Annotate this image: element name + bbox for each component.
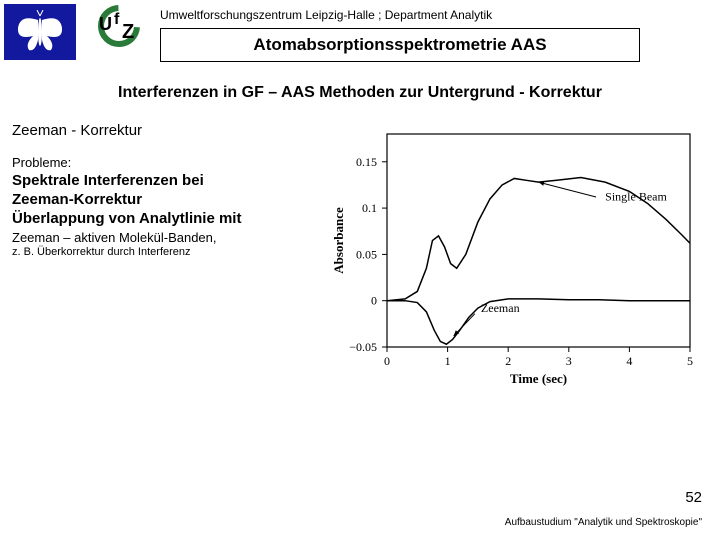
svg-text:5: 5: [687, 354, 693, 368]
svg-text:U: U: [99, 14, 112, 34]
svg-text:0.15: 0.15: [356, 155, 377, 169]
svg-text:4: 4: [626, 354, 632, 368]
svg-text:Absorbance: Absorbance: [331, 207, 346, 274]
page-subtitle: Interferenzen in GF – AAS Methoden zur U…: [0, 84, 720, 102]
header: U f Z Umweltforschungszentrum Leipzig-Ha…: [0, 0, 720, 62]
department-line: Umweltforschungszentrum Leipzig-Halle ; …: [160, 4, 716, 28]
svg-text:1: 1: [445, 354, 451, 368]
svg-text:Time (sec): Time (sec): [510, 371, 567, 386]
detail-line-1: Zeeman – aktiven Molekül-Banden,: [12, 230, 312, 245]
ufz-logo-icon: U f Z: [94, 4, 144, 52]
footer-text: Aufbaustudium "Analytik und Spektroskopi…: [505, 517, 702, 528]
detail-line-2: z. B. Überkorrektur durch Interferenz: [12, 246, 312, 258]
bold-line-3: Überlappung von Analytlinie mit: [12, 210, 312, 229]
text-column: Zeeman - Korrektur Probleme: Spektrale I…: [12, 122, 322, 392]
section-heading: Zeeman - Korrektur: [12, 122, 312, 139]
butterfly-icon: [15, 10, 65, 54]
svg-text:Single Beam: Single Beam: [605, 190, 667, 204]
svg-text:0: 0: [384, 354, 390, 368]
page-number: 52: [685, 489, 702, 506]
svg-text:f: f: [114, 11, 120, 28]
content-area: Zeeman - Korrektur Probleme: Spektrale I…: [0, 102, 720, 392]
svg-text:Z: Z: [122, 21, 134, 43]
svg-text:2: 2: [505, 354, 511, 368]
probleme-label: Probleme:: [12, 155, 312, 170]
institute-logo: [4, 4, 76, 60]
svg-text:0: 0: [371, 294, 377, 308]
svg-text:0.05: 0.05: [356, 247, 377, 261]
title-box: Atomabsorptionsspektrometrie AAS: [160, 28, 640, 62]
svg-text:Zeeman: Zeeman: [481, 301, 520, 315]
bold-line-1: Spektrale Interferenzen bei: [12, 172, 312, 191]
svg-text:0.1: 0.1: [362, 201, 377, 215]
bold-line-2: Zeeman-Korrektur: [12, 191, 312, 210]
svg-text:3: 3: [566, 354, 572, 368]
header-text: Umweltforschungszentrum Leipzig-Halle ; …: [144, 4, 716, 62]
chart-svg: 0 1 2 3 4 5 −0.05 0 0.05 0.1 0.15 Time (sec) Absorba…: [322, 122, 708, 392]
svg-text:−0.05: −0.05: [349, 340, 377, 354]
absorbance-chart: 0 1 2 3 4 5 −0.05 0 0.05 0.1 0.15 Time (sec) Absorba…: [322, 122, 708, 392]
